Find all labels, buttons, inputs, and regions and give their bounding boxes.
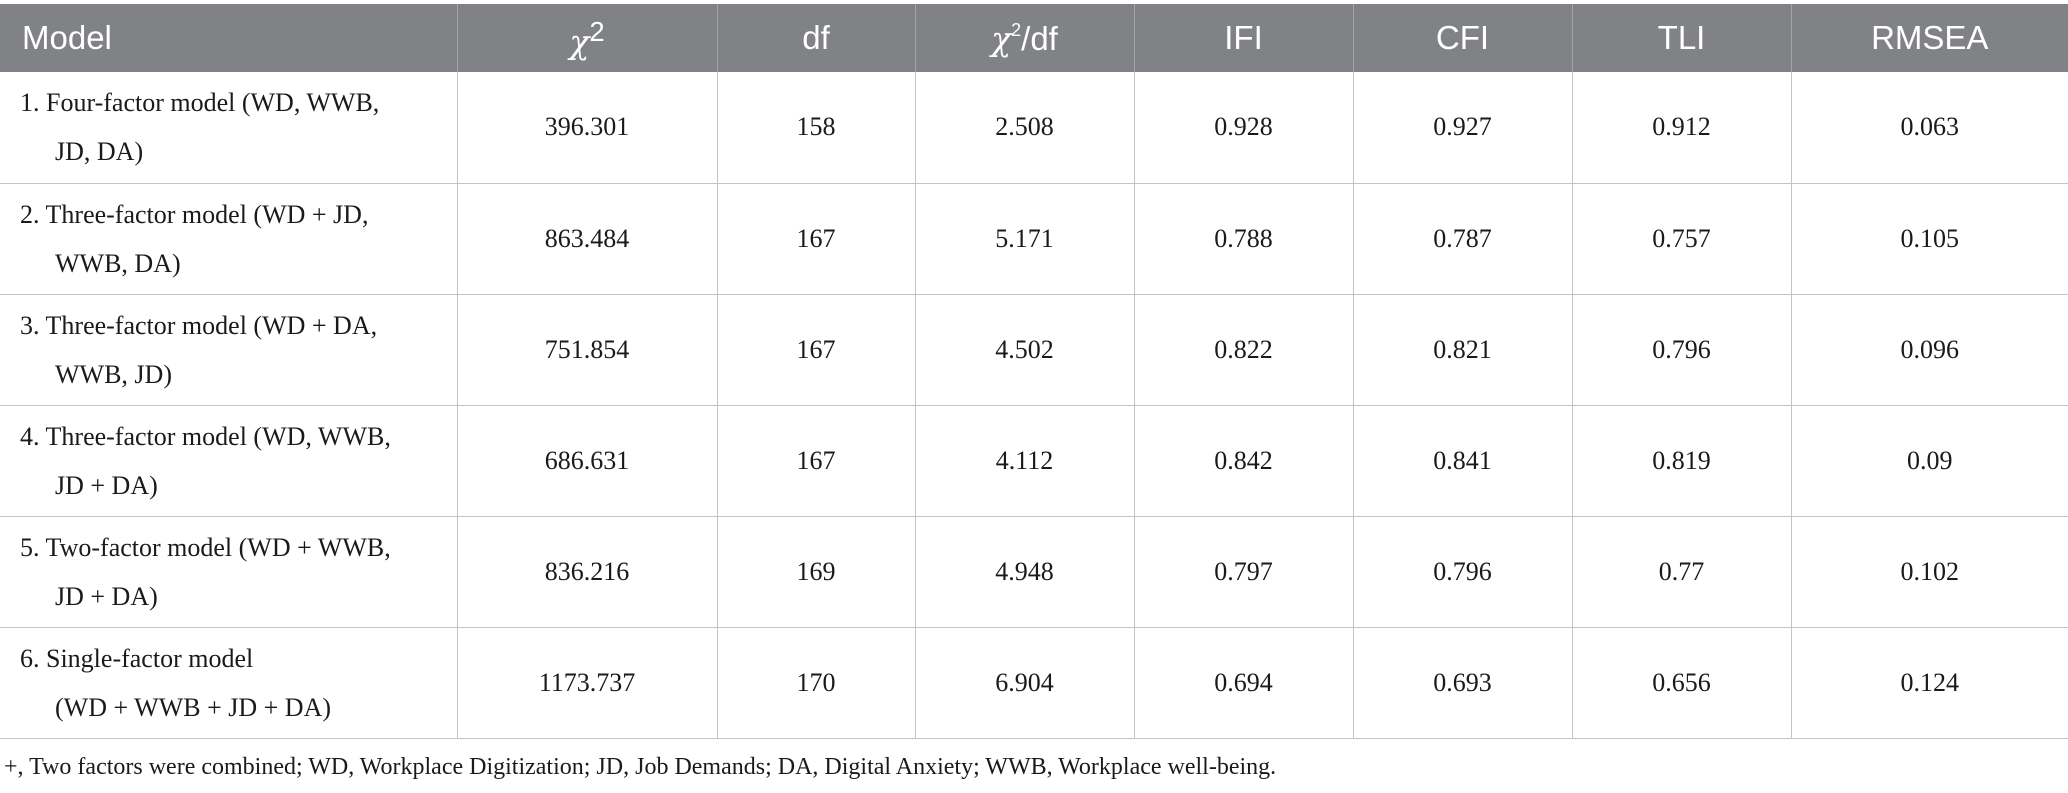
- df-cell: 167: [717, 183, 916, 295]
- cfi-cell: 0.693: [1353, 627, 1573, 739]
- chi2-cell: 836.216: [457, 516, 718, 628]
- df-cell: 167: [717, 294, 916, 406]
- model-line-2: (WD + WWB + JD + DA): [55, 692, 332, 722]
- ifi-cell: 0.822: [1134, 294, 1354, 406]
- header-model: Model: [0, 4, 458, 72]
- model-cell: 3. Three-factor model (WD + DA, WWB, JD): [0, 294, 458, 406]
- table-header: Model χ2 df χ2/df IFI CFI TLI RMSEA: [0, 4, 2068, 72]
- model-line-2: WWB, DA): [55, 248, 181, 278]
- table-row: 1. Four-factor model (WD, WWB, JD, DA) 39…: [0, 72, 2068, 184]
- ifi-cell: 0.788: [1134, 183, 1354, 295]
- ifi-cell: 0.928: [1134, 72, 1354, 184]
- header-row: Model χ2 df χ2/df IFI CFI TLI RMSEA: [0, 4, 2068, 72]
- table-row: 5. Two-factor model (WD + WWB, JD + DA) 8…: [0, 516, 2068, 628]
- chi-symbol: χ: [991, 18, 1012, 58]
- model-line-2: WWB, JD): [55, 359, 172, 389]
- chi2-cell: 751.854: [457, 294, 718, 406]
- model-line-1: 3. Three-factor model (WD + DA,: [20, 310, 378, 340]
- chi-superscript: 2: [1011, 19, 1022, 40]
- table-footnote: +, Two factors were combined; WD, Workpl…: [4, 754, 1277, 780]
- table-row: 2. Three-factor model (WD + JD, WWB, DA) …: [0, 183, 2068, 295]
- cfi-cell: 0.787: [1353, 183, 1573, 295]
- tli-cell: 0.796: [1572, 294, 1792, 406]
- model-cell: 1. Four-factor model (WD, WWB, JD, DA): [0, 72, 458, 184]
- cfi-cell: 0.796: [1353, 516, 1573, 628]
- rmsea-cell: 0.096: [1791, 294, 2068, 406]
- table-row: 4. Three-factor model (WD, WWB, JD + DA) …: [0, 405, 2068, 517]
- df-cell: 167: [717, 405, 916, 517]
- cfi-cell: 0.841: [1353, 405, 1573, 517]
- model-cell: 2. Three-factor model (WD + JD, WWB, DA): [0, 183, 458, 295]
- model-line-1: 6. Single-factor model: [20, 643, 254, 673]
- rmsea-cell: 0.105: [1791, 183, 2068, 295]
- header-chi2: χ2: [457, 4, 718, 72]
- cfa-results-table: Model χ2 df χ2/df IFI CFI TLI RMSEA 1. F…: [0, 4, 2068, 739]
- df-cell: 170: [717, 627, 916, 739]
- header-rmsea: RMSEA: [1871, 19, 1989, 56]
- rmsea-cell: 0.124: [1791, 627, 2068, 739]
- rmsea-cell: 0.102: [1791, 516, 2068, 628]
- tli-cell: 0.819: [1572, 405, 1792, 517]
- df-cell: 169: [717, 516, 916, 628]
- model-line-1: 1. Four-factor model (WD, WWB,: [20, 88, 380, 118]
- cfi-cell: 0.927: [1353, 72, 1573, 184]
- model-cell: 6. Single-factor model (WD + WWB + JD + D…: [0, 627, 458, 739]
- table-row: 6. Single-factor model (WD + WWB + JD + D…: [0, 627, 2068, 739]
- tli-cell: 0.757: [1572, 183, 1792, 295]
- chi2-df-cell: 4.948: [915, 516, 1135, 628]
- chi2-df-cell: 4.502: [915, 294, 1135, 406]
- chi2-df-tail: /df: [1021, 19, 1058, 57]
- chi2-cell: 396.301: [457, 72, 718, 184]
- ifi-cell: 0.797: [1134, 516, 1354, 628]
- ifi-cell: 0.842: [1134, 405, 1354, 517]
- chi2-df-cell: 2.508: [915, 72, 1135, 184]
- tli-cell: 0.912: [1572, 72, 1792, 184]
- header-cfi: CFI: [1353, 4, 1573, 72]
- chi2-df-cell: 4.112: [915, 405, 1135, 517]
- model-line-2: JD + DA): [55, 581, 158, 611]
- model-line-2: JD + DA): [55, 470, 158, 500]
- chi2-cell: 863.484: [457, 183, 718, 295]
- model-line-1: 5. Two-factor model (WD + WWB,: [20, 532, 391, 562]
- chi-superscript: 2: [589, 15, 605, 47]
- header-df: df: [717, 4, 916, 72]
- cfi-cell: 0.821: [1353, 294, 1573, 406]
- chi-symbol: χ: [569, 21, 590, 61]
- tli-cell: 0.656: [1572, 627, 1792, 739]
- tli-cell: 0.77: [1572, 516, 1792, 628]
- model-cell: 4. Three-factor model (WD, WWB, JD + DA): [0, 405, 458, 517]
- ifi-cell: 0.694: [1134, 627, 1354, 739]
- df-cell: 158: [717, 72, 916, 184]
- model-cell: 5. Two-factor model (WD + WWB, JD + DA): [0, 516, 458, 628]
- rmsea-cell: 0.063: [1791, 72, 2068, 184]
- model-line-1: 4. Three-factor model (WD, WWB,: [20, 421, 391, 451]
- model-line-1: 2. Three-factor model (WD + JD,: [20, 199, 369, 229]
- header-ifi: IFI: [1134, 4, 1354, 72]
- model-line-2: JD, DA): [55, 137, 144, 167]
- chi2-cell: 686.631: [457, 405, 718, 517]
- chi2-df-cell: 6.904: [915, 627, 1135, 739]
- chi2-cell: 1173.737: [457, 627, 718, 739]
- chi2-df-cell: 5.171: [915, 183, 1135, 295]
- table-body: 1. Four-factor model (WD, WWB, JD, DA) 39…: [0, 72, 2068, 739]
- header-chi2-df: χ2/df: [915, 4, 1135, 72]
- header-tli: TLI: [1572, 4, 1792, 72]
- table-row: 3. Three-factor model (WD + DA, WWB, JD) …: [0, 294, 2068, 406]
- rmsea-cell: 0.09: [1791, 405, 2068, 517]
